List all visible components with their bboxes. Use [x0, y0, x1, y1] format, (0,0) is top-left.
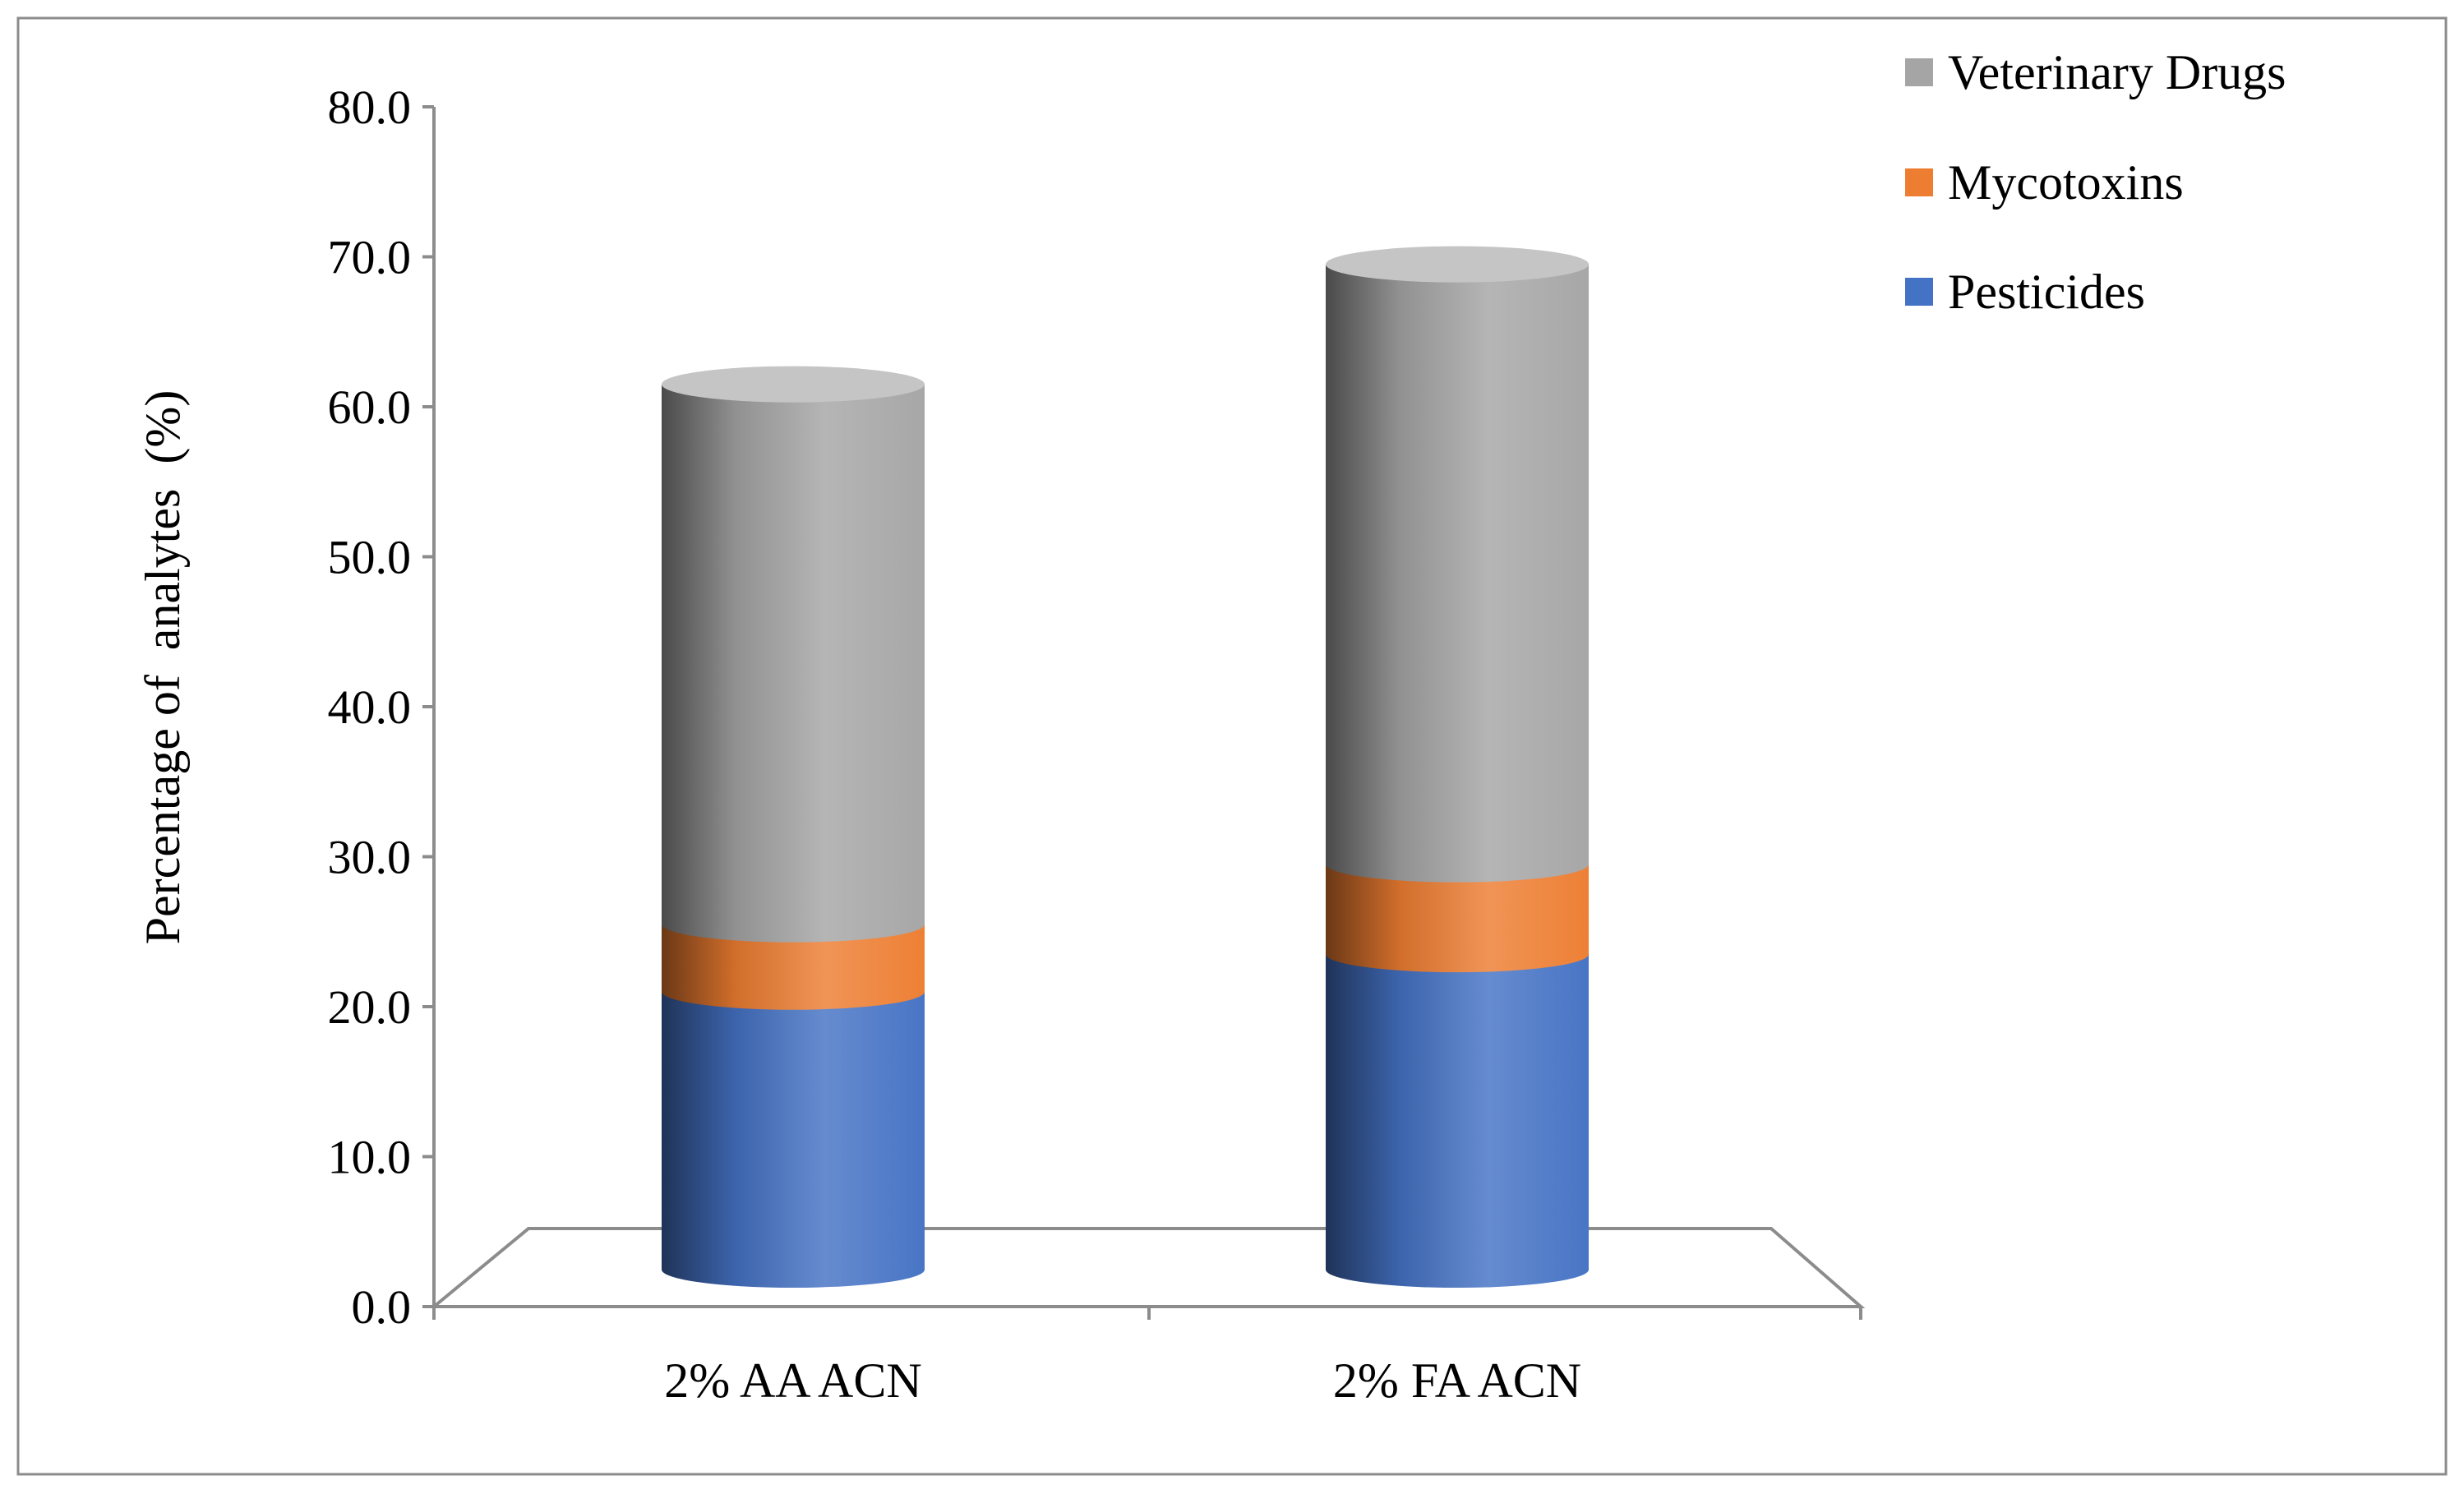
- legend-swatch-veterinary-drugs: [1905, 58, 1933, 86]
- bars-group: [662, 246, 1589, 1288]
- bar-veterinary-drugs-2-aa-acn: [662, 384, 925, 943]
- y-axis-ticks: 0.0 10.0 20.0 30.0 40.0 50.0 60.0 70.0 80.0: [328, 81, 434, 1334]
- x-tick-label: 2% FA ACN: [1333, 1353, 1581, 1408]
- y-tick-label: 20.0: [328, 980, 412, 1034]
- legend-swatch-mycotoxins: [1905, 168, 1933, 196]
- legend-swatch-pesticides: [1905, 278, 1933, 306]
- y-tick-label: 60.0: [328, 380, 412, 434]
- bar-veterinary-drugs-2-fa-acn: [1326, 264, 1589, 883]
- y-tick-label: 30.0: [328, 831, 412, 884]
- legend-label-mycotoxins: Mycotoxins: [1948, 155, 2184, 210]
- x-tick-label: 2% AA ACN: [664, 1353, 921, 1408]
- y-tick-label: 40.0: [328, 680, 412, 734]
- y-tick-label: 80.0: [328, 81, 412, 134]
- y-tick-label: 10.0: [328, 1131, 412, 1184]
- floor-plane: [429, 1227, 1866, 1308]
- y-tick-label: 70.0: [328, 231, 412, 284]
- y-tick-label: 0.0: [352, 1280, 412, 1334]
- bar-cap-2-aa-acn: [662, 366, 925, 403]
- y-tick-label: 50.0: [328, 531, 412, 584]
- bar-pesticides-2-fa-acn: [1326, 954, 1589, 1288]
- bar-pesticides-2-aa-acn: [662, 991, 925, 1288]
- x-axis-labels: 2% AA ACN 2% FA ACN: [664, 1353, 1581, 1408]
- legend-label-veterinary-drugs: Veterinary Drugs: [1948, 45, 2286, 99]
- bar-cap-2-fa-acn: [1326, 246, 1589, 283]
- x-axis-ticks: [432, 1307, 1862, 1320]
- bar-mycotoxins-2-fa-acn: [1326, 864, 1589, 973]
- legend-label-pesticides: Pesticides: [1948, 265, 2145, 319]
- legend: Veterinary Drugs Mycotoxins Pesticides: [1905, 45, 2286, 319]
- y-axis-title: Percentage of analytes (%): [136, 390, 190, 945]
- bar-mycotoxins-2-aa-acn: [662, 924, 925, 1010]
